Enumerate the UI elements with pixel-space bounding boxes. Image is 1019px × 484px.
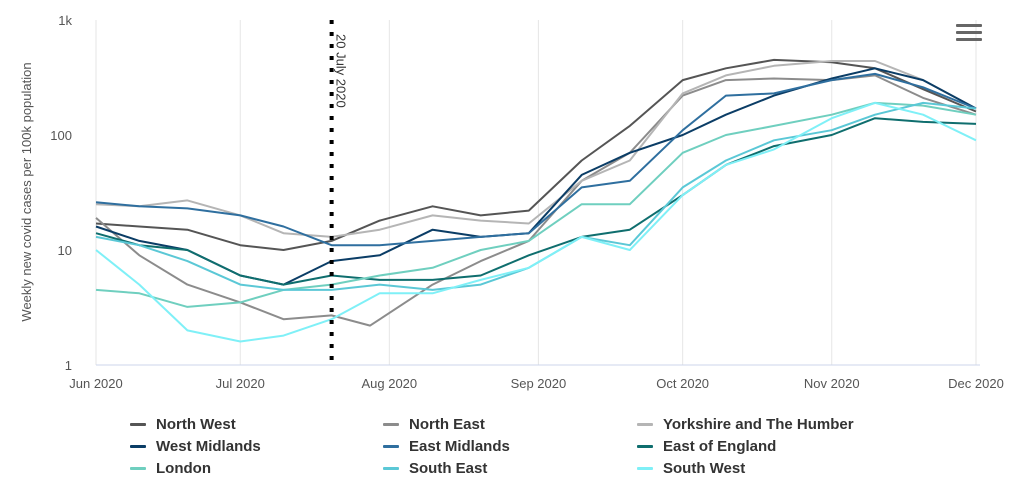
grid-lines	[95, 20, 977, 365]
legend-swatch	[637, 467, 653, 470]
legend-swatch	[637, 423, 653, 426]
legend-item-north-east[interactable]: North East	[383, 416, 485, 433]
legend-label: South West	[663, 460, 746, 477]
series-line-yorkshire-and-the-humber[interactable]	[95, 60, 977, 238]
legend-swatch	[130, 467, 146, 470]
annotation-label: 20 July 2020	[334, 34, 349, 108]
legend-item-south-west[interactable]: South West	[637, 460, 745, 477]
legend-item-london[interactable]: London	[130, 460, 211, 477]
legend-item-north-west[interactable]: North West	[130, 416, 236, 433]
y-axis-title: Weekly new covid cases per 100k populati…	[19, 62, 34, 321]
y-tick-label: 1	[65, 358, 72, 373]
legend-label: East Midlands	[409, 438, 510, 455]
y-tick-labels: 1 10 100 1k	[50, 13, 72, 373]
legend-swatch	[383, 423, 399, 426]
legend-label: North West	[156, 416, 236, 433]
legend-label: East of England	[663, 438, 777, 455]
series-line-south-west[interactable]	[95, 101, 977, 343]
series-lines	[95, 58, 977, 343]
annotation-layer: 20 July 2020	[329, 20, 349, 365]
legend-label: London	[156, 460, 211, 477]
legend-label: Yorkshire and The Humber	[663, 416, 854, 433]
legend-item-yorkshire[interactable]: Yorkshire and The Humber	[637, 416, 854, 433]
legend-item-south-east[interactable]: South East	[383, 460, 487, 477]
legend-swatch	[383, 445, 399, 448]
y-tick-label: 1k	[58, 13, 72, 28]
legend-swatch	[383, 467, 399, 470]
legend-item-west-midlands[interactable]: West Midlands	[130, 438, 261, 455]
legend-item-east-midlands[interactable]: East Midlands	[383, 438, 510, 455]
x-tick-label: Sep 2020	[511, 376, 567, 391]
hamburger-menu-icon[interactable]	[956, 24, 982, 46]
x-tick-label: Jul 2020	[216, 376, 265, 391]
x-tick-labels: Jun 2020 Jul 2020 Aug 2020 Sep 2020 Oct …	[69, 376, 1004, 391]
x-tick-label: Dec 2020	[948, 376, 1004, 391]
legend-item-east-of-england[interactable]: East of England	[637, 438, 776, 455]
x-tick-label: Oct 2020	[656, 376, 709, 391]
legend-label: South East	[409, 460, 488, 477]
y-tick-label: 10	[58, 243, 72, 258]
x-tick-label: Nov 2020	[804, 376, 860, 391]
series-line-east-midlands[interactable]	[95, 72, 977, 247]
legend-label: West Midlands	[156, 438, 261, 455]
legend-swatch	[130, 423, 146, 426]
x-tick-label: Jun 2020	[69, 376, 123, 391]
y-tick-label: 100	[50, 128, 72, 143]
legend-swatch	[130, 445, 146, 448]
series-line-north-west[interactable]	[95, 58, 977, 251]
series-line-east-of-england[interactable]	[95, 117, 977, 286]
series-line-london[interactable]	[95, 101, 977, 308]
legend-label: North East	[409, 416, 485, 433]
x-tick-label: Aug 2020	[361, 376, 417, 391]
legend-swatch	[637, 445, 653, 448]
